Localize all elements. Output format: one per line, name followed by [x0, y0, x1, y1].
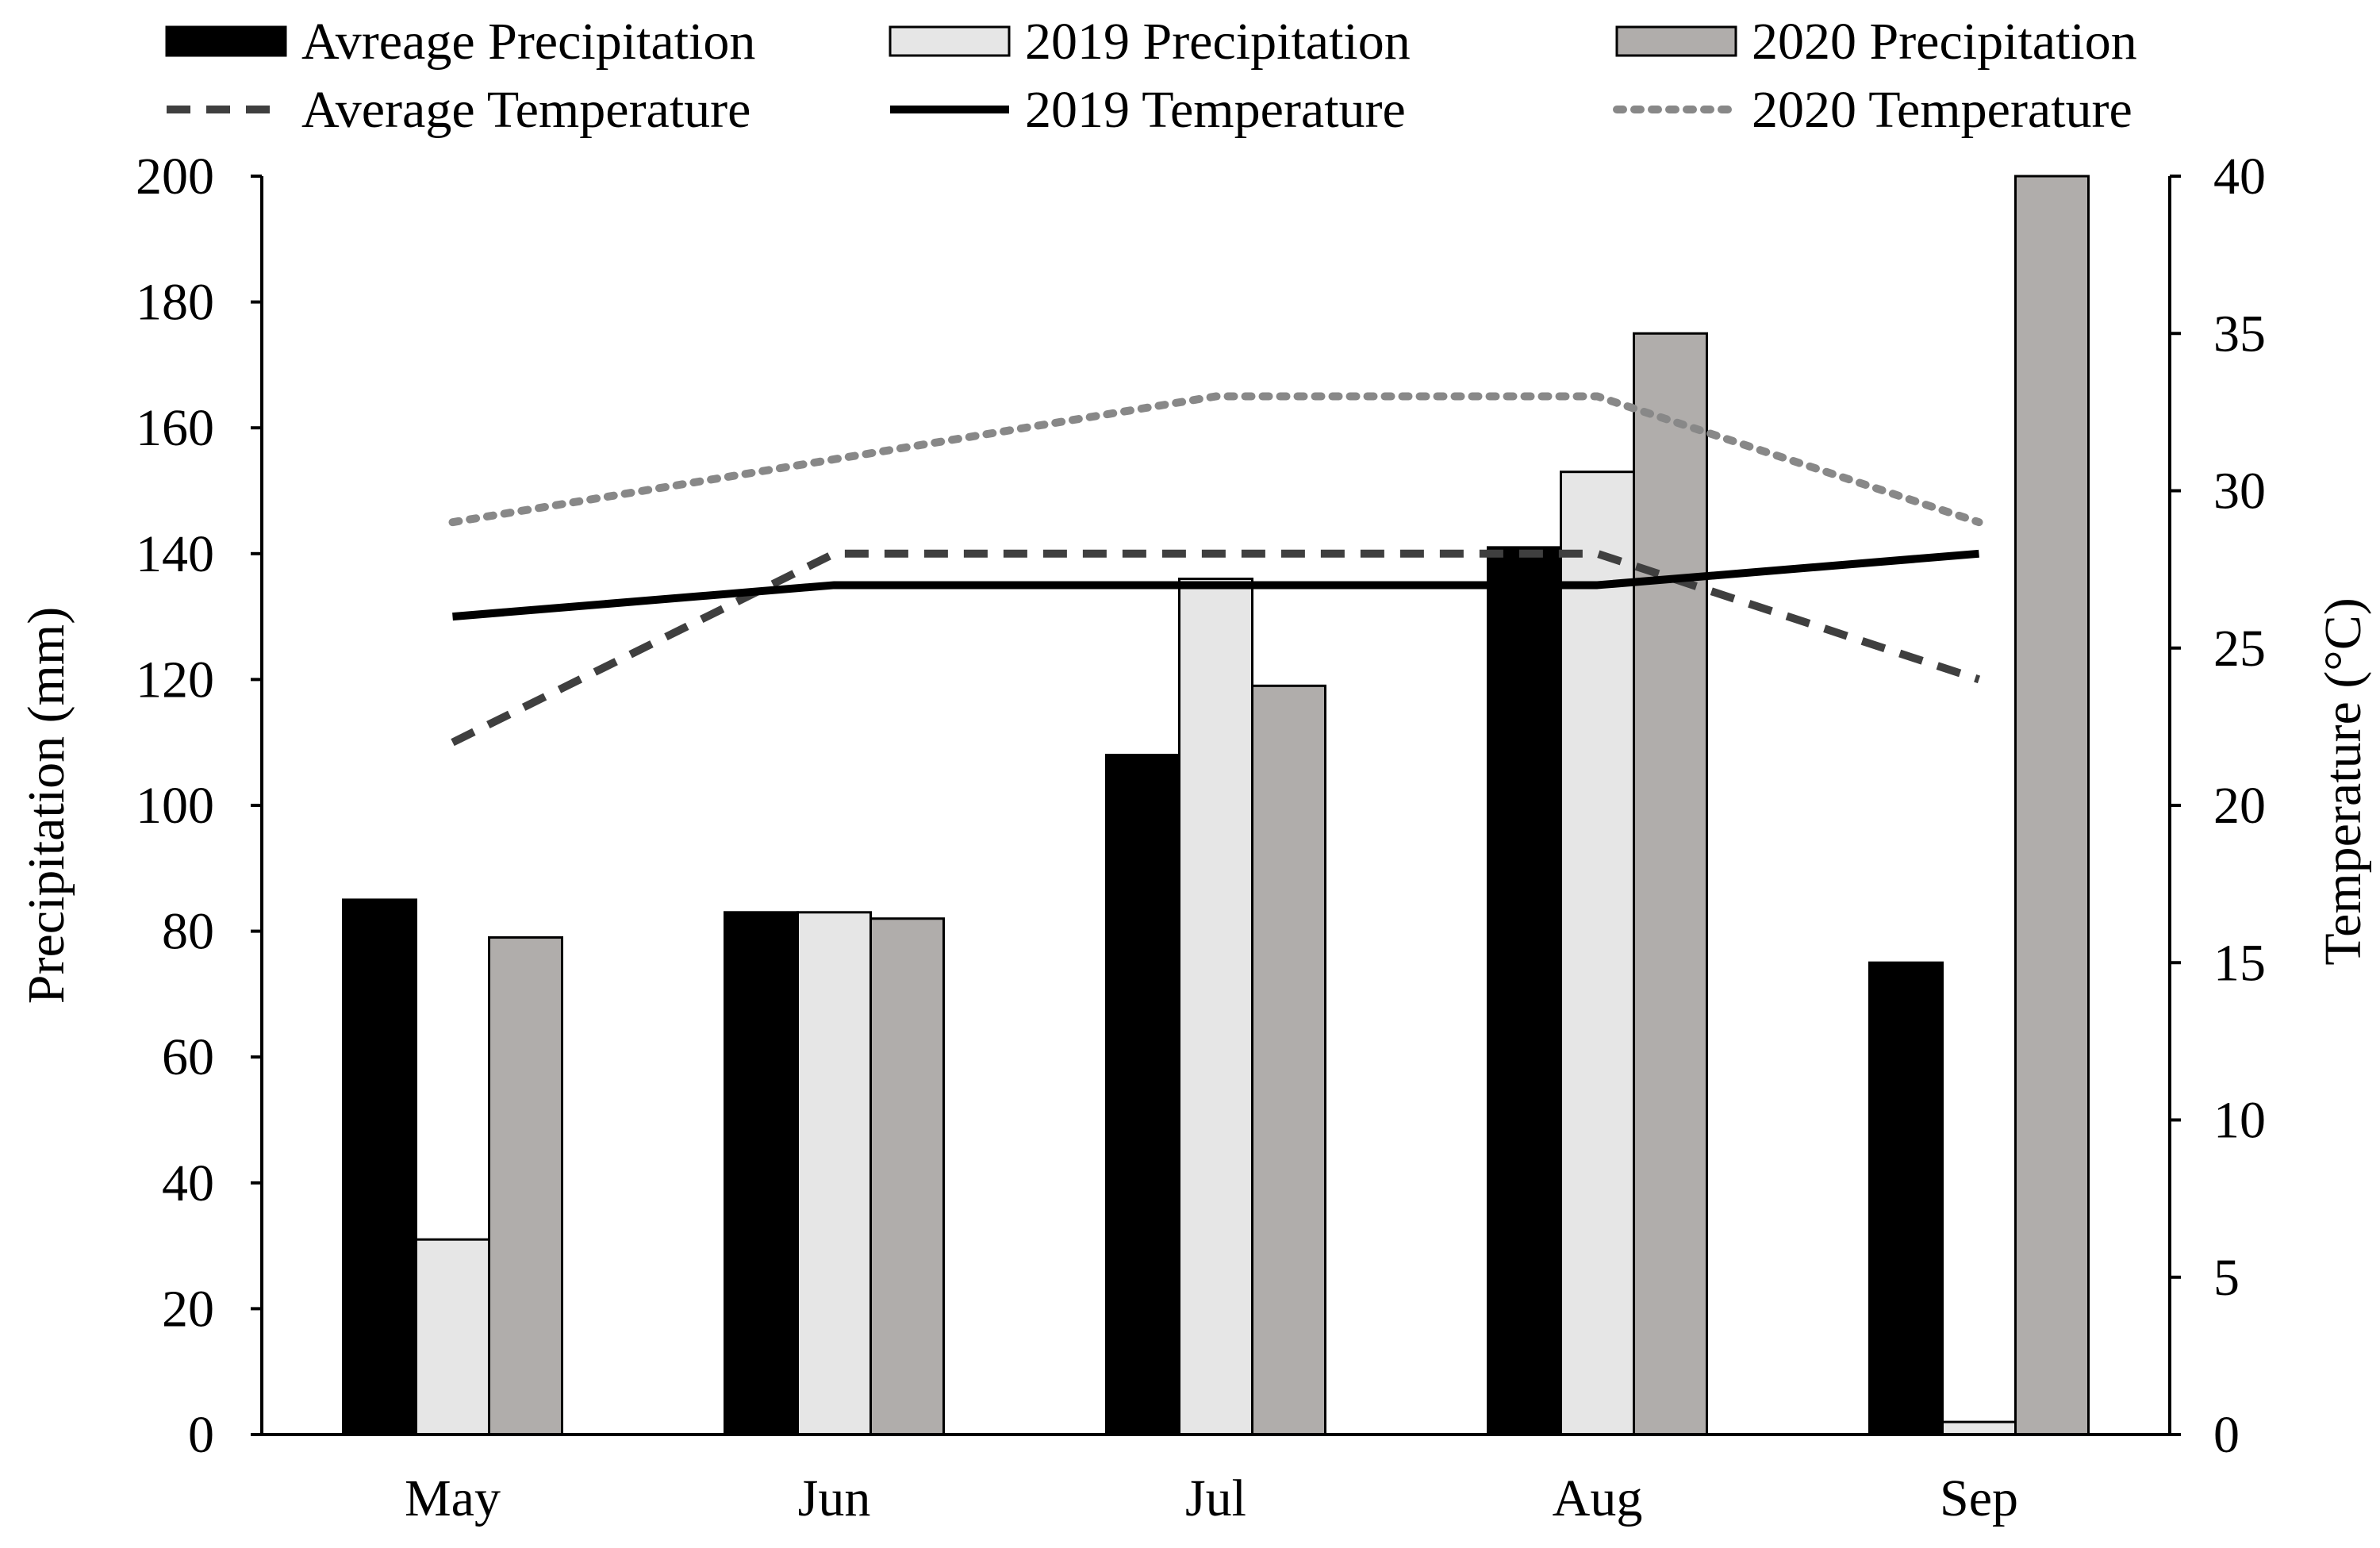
left-tick-label: 40 [162, 1154, 214, 1212]
left-tick-label: 120 [136, 651, 214, 709]
left-tick-label: 140 [136, 525, 214, 583]
bar-avreage-precipitation-may [342, 898, 417, 1436]
line-average-temperature [451, 549, 1981, 747]
left-tick-label: 200 [136, 148, 214, 206]
right-tick-label: 25 [2213, 620, 2266, 678]
x-tick-label: Jun [798, 1469, 871, 1527]
bar-2020-precipitation-jul [1251, 684, 1326, 1436]
bar-2020-precipitation-may [488, 936, 563, 1436]
legend-swatch-2020-precipitation [1615, 25, 1737, 57]
line-2020-temperature [448, 392, 1983, 527]
bar-layer [342, 175, 2090, 1436]
right-tick-label: 30 [2213, 463, 2266, 520]
left-tick-label: 20 [162, 1280, 214, 1338]
bar-2019-precipitation-aug [1560, 471, 1635, 1436]
left-tick-label: 160 [136, 399, 214, 457]
left-tick-label: 180 [136, 274, 214, 332]
bar-avreage-precipitation-aug [1487, 546, 1562, 1436]
left-tick-label: 60 [162, 1028, 214, 1086]
line-layer [448, 392, 1983, 747]
right-tick-label: 5 [2213, 1249, 2240, 1307]
line-2019-temperature [452, 549, 1979, 621]
right-tick-label: 35 [2213, 305, 2266, 363]
legend-swatch-avreage-precipitation [165, 25, 287, 57]
bar-avreage-precipitation-sep [1868, 961, 1944, 1436]
right-tick-label: 15 [2213, 934, 2266, 992]
legend-label: 2020 Precipitation [1752, 13, 2137, 71]
right-tick-label: 10 [2213, 1092, 2266, 1150]
bar-2019-precipitation-sep [1941, 1420, 2017, 1436]
bar-2019-precipitation-jul [1178, 578, 1253, 1436]
legend-swatch-2019-precipitation [889, 25, 1011, 57]
bar-avreage-precipitation-jun [724, 911, 799, 1436]
left-tick-label: 0 [188, 1406, 214, 1464]
bar-2020-precipitation-sep [2014, 175, 2090, 1436]
legend: Avreage Precipitation 2019 Precipitation 2… [165, 13, 2137, 139]
right-tick-label: 40 [2213, 148, 2266, 206]
x-tick-label: Jul [1185, 1469, 1246, 1527]
right-axis-title: Temperature (°C) [2314, 597, 2372, 965]
x-tick-label: Sep [1940, 1469, 2018, 1527]
bar-2019-precipitation-jun [797, 911, 872, 1436]
bar-2020-precipitation-aug [1633, 332, 1708, 1436]
legend-label: 2019 Temperature [1025, 81, 1406, 139]
bar-2020-precipitation-jun [869, 917, 945, 1436]
bar-2019-precipitation-may [415, 1238, 490, 1436]
legend-label: 2019 Precipitation [1025, 13, 1411, 71]
legend-label: Avreage Precipitation [301, 13, 755, 71]
left-tick-label: 80 [162, 903, 214, 961]
axes: 0 20 40 60 80 100 120 140 160 180 200 0 5 10 15 20 25 30 3… [17, 148, 2372, 1527]
legend-label: Average Temperature [301, 81, 750, 139]
x-tick-label: Aug [1553, 1469, 1643, 1527]
left-axis-title: Precipitation (mm) [17, 607, 75, 1004]
x-tick-label: May [405, 1469, 501, 1527]
right-tick-label: 0 [2213, 1406, 2240, 1464]
right-tick-label: 20 [2213, 777, 2266, 835]
legend-label: 2020 Temperature [1752, 81, 2132, 139]
left-tick-label: 100 [136, 777, 214, 835]
bar-avreage-precipitation-jul [1105, 754, 1180, 1436]
